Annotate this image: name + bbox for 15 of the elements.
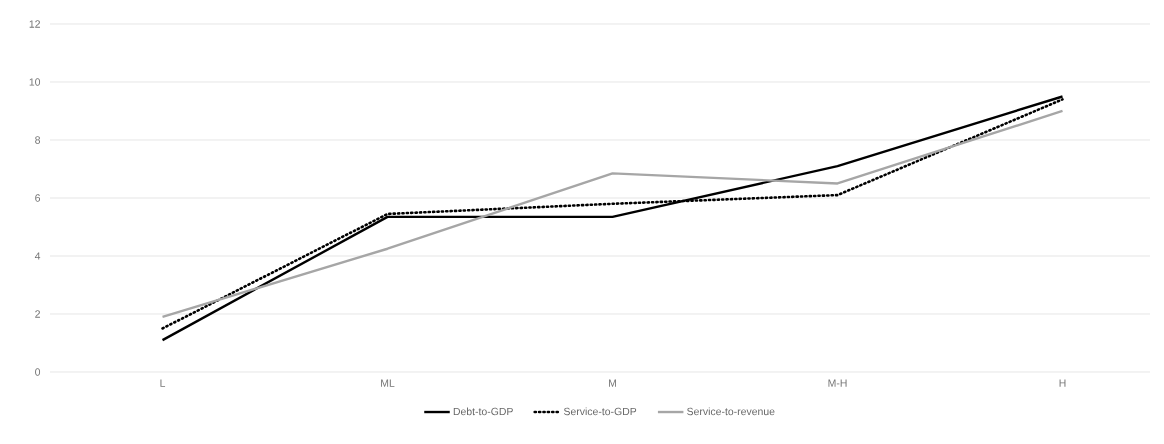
y-tick-label: 2 [35, 310, 40, 318]
x-tick-label: L [160, 379, 166, 387]
y-tick-label: 10 [29, 78, 41, 86]
legend-label: Debt-to-GDP [453, 407, 513, 416]
y-tick-label: 6 [35, 194, 41, 202]
y-tick-label: 12 [29, 20, 40, 28]
y-tick-label: 4 [34, 252, 41, 260]
x-tick-label: H [1059, 379, 1066, 387]
legend-label: Service-to-revenue [687, 407, 775, 416]
x-tick-label: M [609, 379, 616, 387]
legend-label: Service-to-GDP [563, 407, 637, 416]
y-tick-label: 0 [35, 368, 41, 376]
x-tick-label: M-H [828, 379, 847, 387]
y-tick-label: 8 [35, 136, 41, 144]
x-tick-label: ML [381, 379, 395, 387]
